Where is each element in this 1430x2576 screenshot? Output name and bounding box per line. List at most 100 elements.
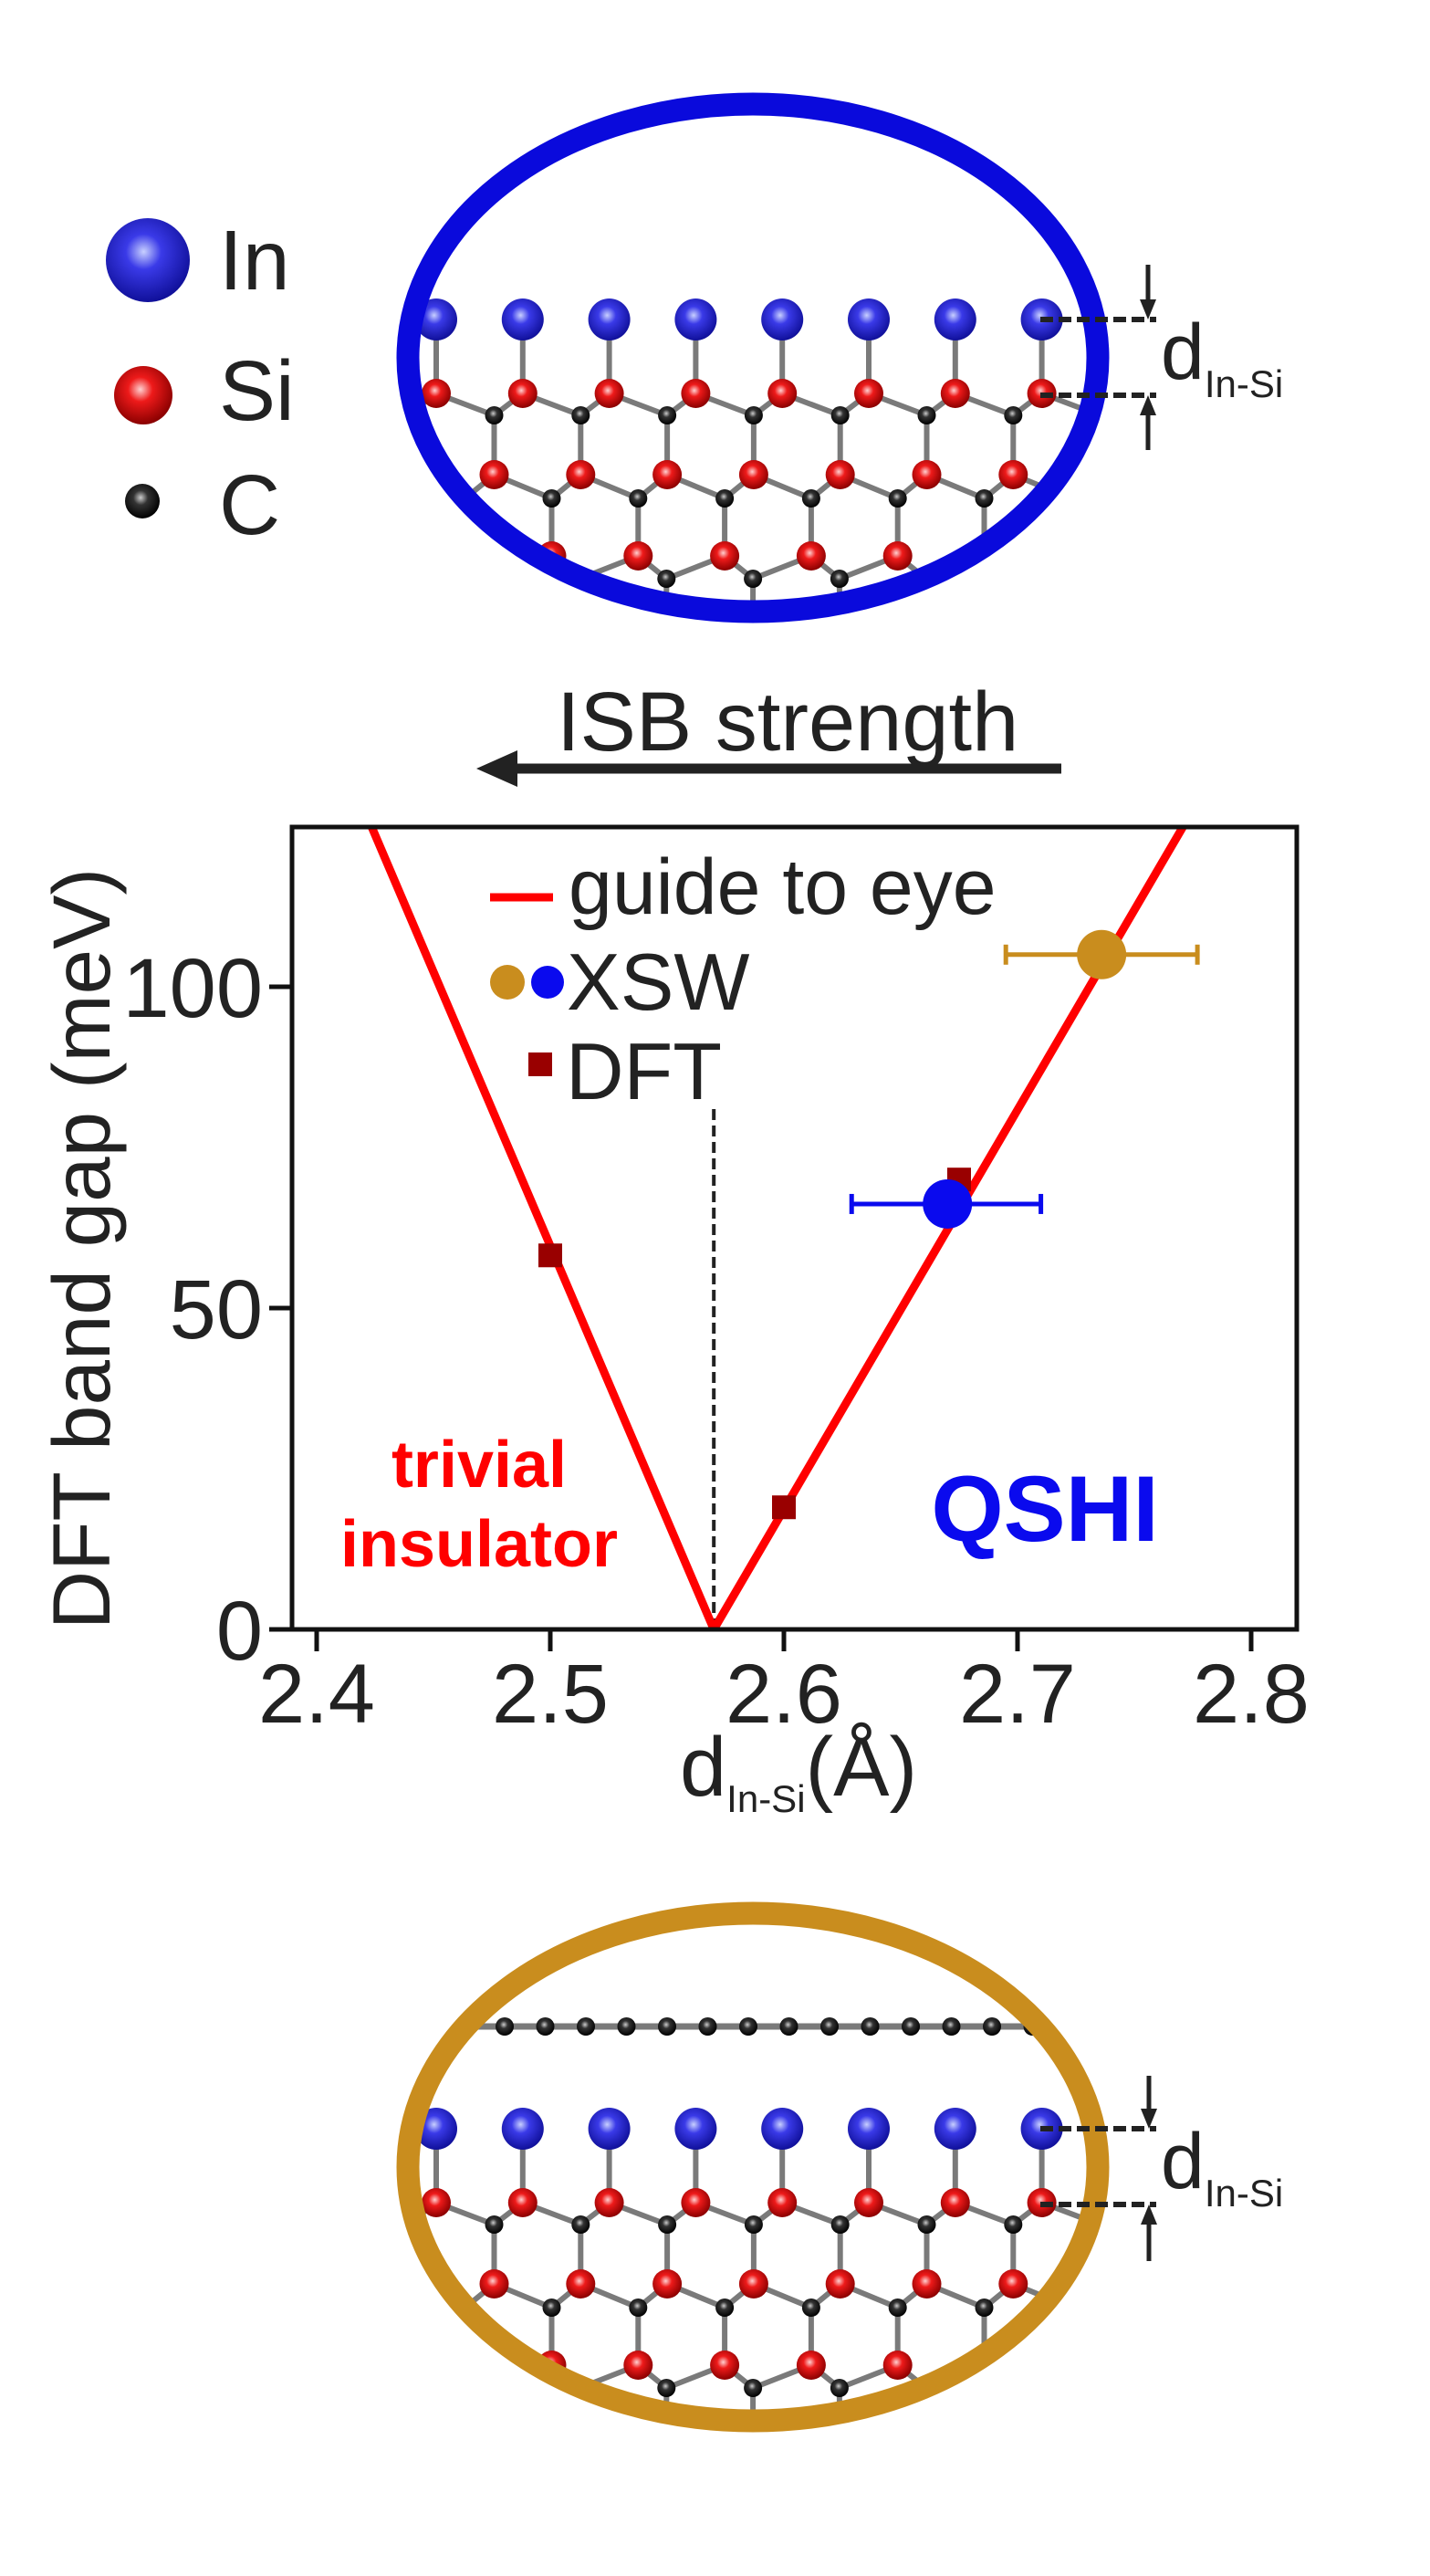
silicon-atom	[796, 2351, 826, 2380]
bond	[1186, 475, 1244, 498]
silicon-atom	[422, 379, 451, 408]
graphene-carbon-atom	[1105, 2017, 1123, 2036]
carbon-atom	[571, 406, 590, 424]
bond	[1331, 556, 1359, 579]
silicon-atom	[854, 2188, 883, 2217]
silicon-atom	[767, 2188, 798, 2217]
graphene-carbon-atom	[983, 2017, 1001, 2036]
carbon-atom	[1350, 2379, 1368, 2397]
carbon-atom	[830, 570, 849, 588]
arrow-left-icon	[476, 750, 517, 787]
bond	[1157, 475, 1186, 498]
indium-atom	[329, 298, 371, 340]
silicon-atom	[507, 379, 538, 408]
silicon-atom	[594, 379, 624, 408]
silicon-atom	[335, 2188, 364, 2217]
bond	[1244, 556, 1272, 579]
silicon-atom	[307, 460, 336, 489]
indium-atom	[501, 2108, 544, 2150]
bond	[1186, 2284, 1244, 2308]
carbon-atom	[484, 570, 503, 588]
carbon-atom	[1235, 2299, 1253, 2317]
carbon-atom	[744, 2215, 763, 2234]
bond	[1097, 2281, 1098, 2310]
bond	[408, 2281, 411, 2310]
graphene-carbon-atom	[779, 2017, 799, 2036]
graphene-carbon-atom	[739, 2017, 757, 2036]
carbon-atom	[975, 2299, 994, 2317]
silicon-atom	[450, 541, 480, 571]
bond	[1273, 2284, 1331, 2308]
bond	[321, 475, 379, 498]
qshi-label: QSHI	[931, 1457, 1158, 1561]
silicon-atom	[1143, 541, 1172, 571]
carbon-atom	[629, 489, 648, 508]
silicon-atom	[738, 460, 768, 489]
bond	[408, 2200, 411, 2227]
bond	[1272, 556, 1331, 579]
y-tick-label: 50	[170, 1263, 263, 1356]
carbon-atom	[1264, 406, 1282, 424]
carbon-atom	[542, 489, 561, 508]
distance-subscript: In-Si	[1205, 2172, 1283, 2215]
x-tick-label: 2.7	[959, 1648, 1076, 1741]
graphene-carbon-atom	[861, 2017, 880, 2036]
bond	[408, 2362, 468, 2391]
bottom-distance-marker: dIn-Si	[1040, 2076, 1283, 2261]
indium-atom	[674, 298, 717, 340]
bond	[1359, 2365, 1417, 2388]
carbon-atom	[485, 2215, 504, 2234]
x-tick-label: 2.4	[258, 1648, 375, 1741]
bond	[408, 391, 411, 418]
bond	[1244, 2284, 1273, 2308]
indium-atom	[329, 2108, 371, 2150]
silicon-atom	[335, 379, 364, 408]
silicon-atom	[623, 541, 653, 571]
x-axis-label-subscript: In-Si	[726, 1777, 805, 1820]
carbon-atom	[1177, 2215, 1195, 2234]
silicon-atom	[854, 379, 883, 408]
indium-atom	[848, 2108, 890, 2150]
bond	[981, 553, 1016, 581]
silicon-atom	[825, 2269, 855, 2299]
carbon-atom	[801, 2299, 820, 2317]
legend-label-xsw: XSW	[567, 937, 749, 1027]
guide-to-eye-line	[367, 827, 1187, 1629]
bond	[462, 2362, 496, 2391]
silicon-atom	[1085, 460, 1098, 489]
carbon-atom	[1176, 570, 1195, 588]
carbon-atom	[830, 2215, 850, 2234]
bond	[1185, 2365, 1244, 2388]
silicon-atom	[566, 2269, 596, 2299]
bond	[1068, 2281, 1098, 2310]
graphene-carbon-atom	[698, 2017, 717, 2036]
carbon-atom	[312, 2215, 330, 2234]
bond	[408, 553, 468, 581]
bond	[1273, 475, 1331, 498]
graphene-carbon-atom	[617, 2017, 636, 2036]
dft-point	[538, 1243, 562, 1268]
silicon-atom	[1056, 2351, 1086, 2380]
bond	[1157, 2284, 1186, 2308]
distance-subscript: In-Si	[1205, 362, 1283, 405]
bond	[1096, 2362, 1098, 2391]
carbon-atom	[408, 570, 416, 588]
bond	[263, 2203, 321, 2225]
carbon-atom	[830, 406, 850, 424]
arrow-up-head-icon	[1140, 395, 1156, 415]
bond	[1097, 472, 1098, 501]
carbon-atom	[658, 2215, 677, 2234]
bond	[1272, 2365, 1331, 2388]
carbon-atom	[715, 489, 735, 508]
x-tick-label: 2.5	[492, 1648, 609, 1741]
bond	[1068, 553, 1098, 581]
silicon-atom	[408, 2269, 423, 2299]
silicon-atom	[1056, 541, 1086, 571]
isb-strength-label: ISB strength	[557, 675, 1018, 769]
silicon-atom	[1229, 541, 1258, 571]
indium-atom	[501, 298, 544, 340]
carbon-atom	[485, 406, 504, 424]
bond	[1068, 2362, 1098, 2391]
silicon-atom	[998, 460, 1028, 489]
